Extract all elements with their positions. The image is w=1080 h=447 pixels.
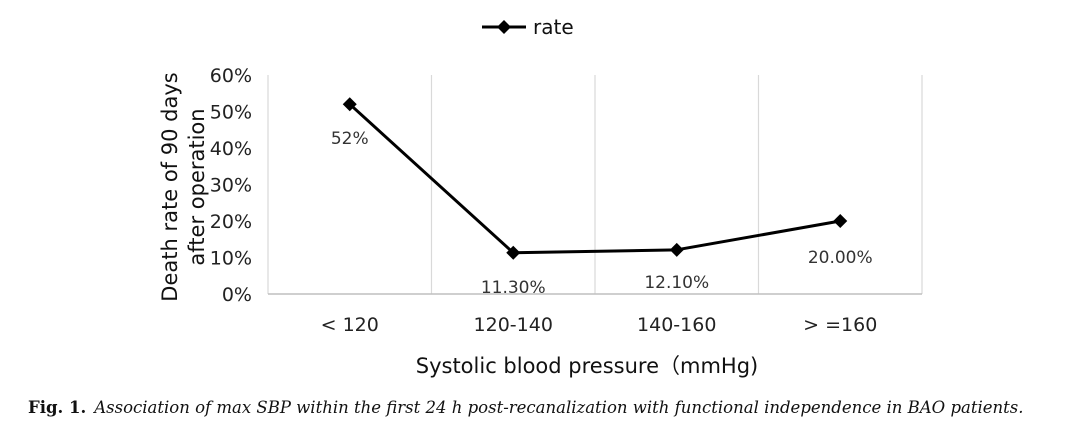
y-axis-title-line-1: Death rate of 90 days bbox=[158, 72, 182, 301]
x-axis: < 120 120-140 140-160 > =160 bbox=[268, 293, 922, 336]
y-tick-label: 20% bbox=[210, 211, 252, 233]
figure-number: Fig. 1. bbox=[28, 398, 87, 417]
y-tick-label: 0% bbox=[222, 284, 252, 306]
x-tick-label: > =160 bbox=[803, 314, 877, 336]
y-tick-label: 10% bbox=[210, 248, 252, 270]
data-point-marker bbox=[833, 214, 848, 228]
figure-caption-text: Association of max SBP within the first … bbox=[94, 398, 1024, 417]
legend: rate bbox=[482, 15, 574, 39]
series-line-rate bbox=[348, 103, 841, 255]
y-axis-title-line-2: after operation bbox=[185, 108, 209, 265]
legend-label: rate bbox=[533, 15, 574, 39]
data-labels: 52% 11.30% 12.10% 20.00% bbox=[331, 129, 873, 298]
data-point-marker bbox=[506, 245, 521, 260]
data-label: 12.10% bbox=[644, 273, 709, 293]
grid bbox=[267, 75, 923, 294]
data-point-marker bbox=[669, 242, 684, 257]
data-label: 52% bbox=[331, 129, 369, 149]
y-tick-label: 60% bbox=[210, 65, 252, 87]
x-tick-label: 140-160 bbox=[637, 314, 716, 336]
x-tick-label: < 120 bbox=[321, 314, 379, 336]
y-tick-label: 40% bbox=[210, 138, 252, 160]
y-tick-label: 30% bbox=[210, 175, 252, 197]
figure-caption: Fig. 1. Association of max SBP within the… bbox=[28, 398, 1068, 417]
data-label: 20.00% bbox=[808, 248, 873, 268]
y-axis: 0% 10% 20% 30% 40% 50% 60% bbox=[210, 65, 252, 306]
line-chart: 0% 10% 20% 30% 40% 50% 60% < 120 120-140 140-160… bbox=[158, 15, 923, 378]
x-tick-label: 120-140 bbox=[474, 314, 553, 336]
x-axis-title: Systolic blood pressure（mmHg) bbox=[416, 354, 758, 378]
data-point-marker bbox=[342, 97, 357, 112]
y-tick-label: 50% bbox=[210, 102, 252, 124]
legend-marker-swatch bbox=[497, 20, 511, 34]
data-label: 11.30% bbox=[481, 278, 546, 298]
series-rate bbox=[342, 97, 848, 260]
